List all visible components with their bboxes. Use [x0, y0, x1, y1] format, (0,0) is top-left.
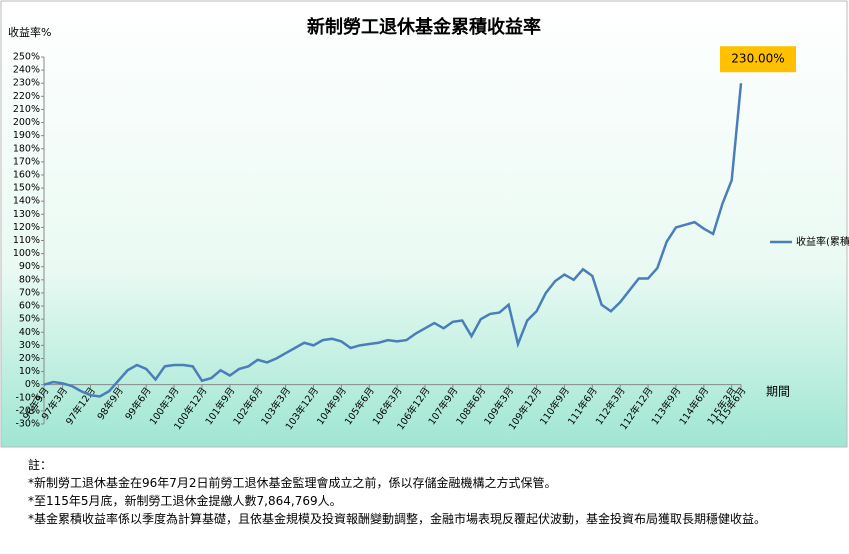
- chart-title: 新制勞工退休基金累積收益率: [307, 16, 541, 38]
- y-tick-label: 20%: [19, 353, 40, 364]
- y-tick-label: 100%: [13, 248, 40, 259]
- y-tick-label: 0%: [25, 379, 40, 390]
- notes-heading: 註：: [28, 458, 53, 472]
- note: *至115年5月底，新制勞工退休金提繳人數7,864,769人。: [28, 494, 342, 508]
- y-tick-label: 120%: [13, 222, 40, 233]
- y-tick-label: -10%: [15, 392, 40, 403]
- y-tick-label: 130%: [13, 209, 40, 220]
- y-tick-label: 40%: [19, 327, 40, 338]
- y-tick-label: 200%: [13, 117, 40, 128]
- y-tick-label: 230%: [13, 78, 40, 89]
- chart: 新制勞工退休基金累積收益率 收益率% 期間 -30% -20% -10% 0% 10% 2…: [0, 0, 849, 448]
- chart-background: [0, 0, 848, 448]
- x-axis-label: 期間: [766, 385, 790, 399]
- y-tick-label: 10%: [19, 366, 40, 377]
- y-tick-label: -20%: [15, 405, 40, 416]
- y-axis-label: 收益率%: [8, 25, 51, 39]
- y-tick-label: 110%: [13, 235, 40, 246]
- y-tick-label: 170%: [13, 156, 40, 167]
- annotation: 230.00%: [731, 52, 784, 66]
- y-tick-label: 210%: [13, 104, 40, 115]
- y-tick-label: 240%: [13, 65, 40, 76]
- y-tick-label: 190%: [13, 130, 40, 141]
- notes: 註： *新制勞工退休基金在96年7月2日前勞工退休基金監理會成立之前，係以存儲金…: [28, 456, 848, 528]
- y-tick-label: 250%: [13, 52, 40, 63]
- y-tick-label: -30%: [15, 419, 40, 430]
- y-tick-label: 220%: [13, 91, 40, 102]
- note: *新制勞工退休基金在96年7月2日前勞工退休基金監理會成立之前，係以存儲金融機構…: [28, 476, 557, 490]
- legend-label: 收益率(累積): [796, 235, 849, 248]
- y-tick-label: 140%: [13, 196, 40, 207]
- y-tick-label: 160%: [13, 169, 40, 180]
- y-tick-label: 150%: [13, 183, 40, 194]
- y-tick-label: 180%: [13, 143, 40, 154]
- note: *基金累積收益率係以季度為計算基礎，且依基金規模及投資報酬變動調整，金融市場表現…: [28, 512, 767, 526]
- data-line: [43, 83, 743, 398]
- y-tick-label: 50%: [19, 314, 40, 325]
- y-tick-label: 30%: [19, 340, 40, 351]
- annotation-box: [720, 46, 796, 73]
- y-tick-label: 90%: [19, 261, 40, 272]
- y-tick-label: 70%: [19, 287, 40, 298]
- y-tick-label: 60%: [19, 301, 40, 312]
- y-tick-label: 80%: [19, 274, 40, 285]
